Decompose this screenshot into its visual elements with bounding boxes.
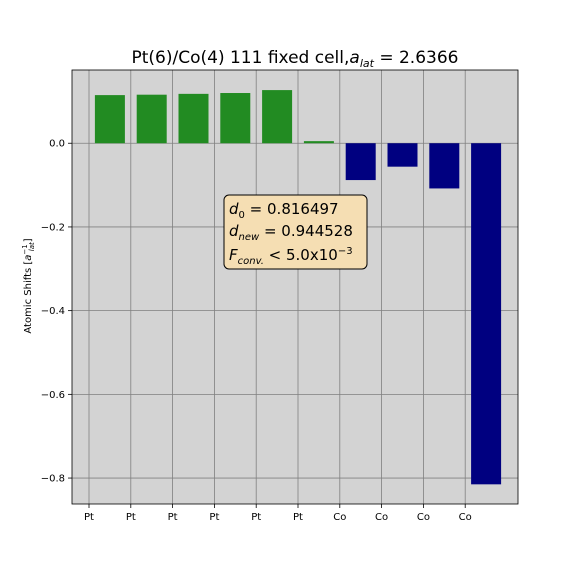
- plot-frame: [71, 69, 519, 505]
- y-tick-label: −0.4: [41, 306, 65, 317]
- bar-pt-3: [178, 93, 209, 144]
- y-axis-label: Atomic Shifts [a−1lat]: [21, 238, 36, 333]
- x-tick-label: Pt: [126, 512, 136, 523]
- bars: [94, 90, 502, 485]
- x-axis: Pt Pt Pt Pt Pt Pt Co Co Co Co: [84, 504, 472, 523]
- x-tick-label: Pt: [84, 512, 94, 523]
- y-tick-label: −0.6: [41, 390, 65, 401]
- bar-pt-6: [303, 141, 334, 144]
- annotation-d0: d0 = 0.816497: [229, 200, 339, 221]
- chart-title: Pt(6)/Co(4) 111 fixed cell,alat = 2.6366: [132, 48, 459, 70]
- bar-co-8: [387, 143, 418, 167]
- bar-co-10: [471, 143, 502, 485]
- x-tick-label: Co: [375, 512, 388, 523]
- annotation-background: [223, 194, 368, 270]
- x-tick-label: Pt: [209, 512, 219, 523]
- y-tick-label: −0.2: [41, 222, 65, 233]
- x-tick-label: Pt: [251, 512, 261, 523]
- x-tick-label: Co: [459, 512, 472, 523]
- bar-pt-5: [262, 90, 293, 144]
- bar-co-7: [345, 143, 376, 181]
- bar-pt-4: [220, 93, 251, 144]
- x-tick-label: Pt: [168, 512, 178, 523]
- bar-pt-2: [136, 94, 167, 144]
- x-tick-label: Co: [333, 512, 346, 523]
- y-tick-label: 0.0: [49, 139, 65, 150]
- x-tick-label: Pt: [293, 512, 303, 523]
- annotation-box: d0 = 0.816497 dnew = 0.944528 Fconv. < 5…: [223, 194, 368, 270]
- y-tick-label: −0.8: [41, 474, 65, 485]
- annotation-dnew: dnew = 0.944528: [229, 222, 353, 243]
- bar-co-9: [429, 143, 460, 189]
- x-tick-label: Co: [417, 512, 430, 523]
- y-axis: 0.0 −0.2 −0.4 −0.6 −0.8: [41, 139, 72, 485]
- bar-pt-1: [94, 95, 125, 144]
- annotation-fconv: Fconv. < 5.0x10−3: [229, 246, 353, 267]
